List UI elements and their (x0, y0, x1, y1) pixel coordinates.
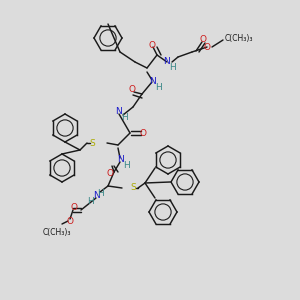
Text: H: H (121, 112, 128, 122)
Text: H: H (169, 64, 176, 73)
Text: O: O (200, 35, 206, 44)
Text: O: O (70, 203, 77, 212)
Text: O: O (67, 217, 73, 226)
Text: O: O (203, 43, 211, 52)
Text: N: N (93, 191, 99, 200)
Text: C(CH₃)₃: C(CH₃)₃ (43, 227, 71, 236)
Text: H: H (87, 197, 93, 206)
Text: S: S (89, 139, 95, 148)
Text: N: N (148, 77, 155, 86)
Text: N: N (164, 58, 170, 67)
Text: O: O (148, 41, 155, 50)
Text: O: O (106, 169, 113, 178)
Text: H: H (97, 188, 104, 197)
Text: C(CH₃)₃: C(CH₃)₃ (225, 34, 254, 43)
Text: N: N (117, 155, 123, 164)
Text: H: H (154, 83, 161, 92)
Text: S: S (130, 184, 136, 193)
Text: O: O (128, 85, 136, 94)
Text: H: H (123, 161, 129, 170)
Text: N: N (116, 107, 122, 116)
Text: O: O (140, 128, 146, 137)
